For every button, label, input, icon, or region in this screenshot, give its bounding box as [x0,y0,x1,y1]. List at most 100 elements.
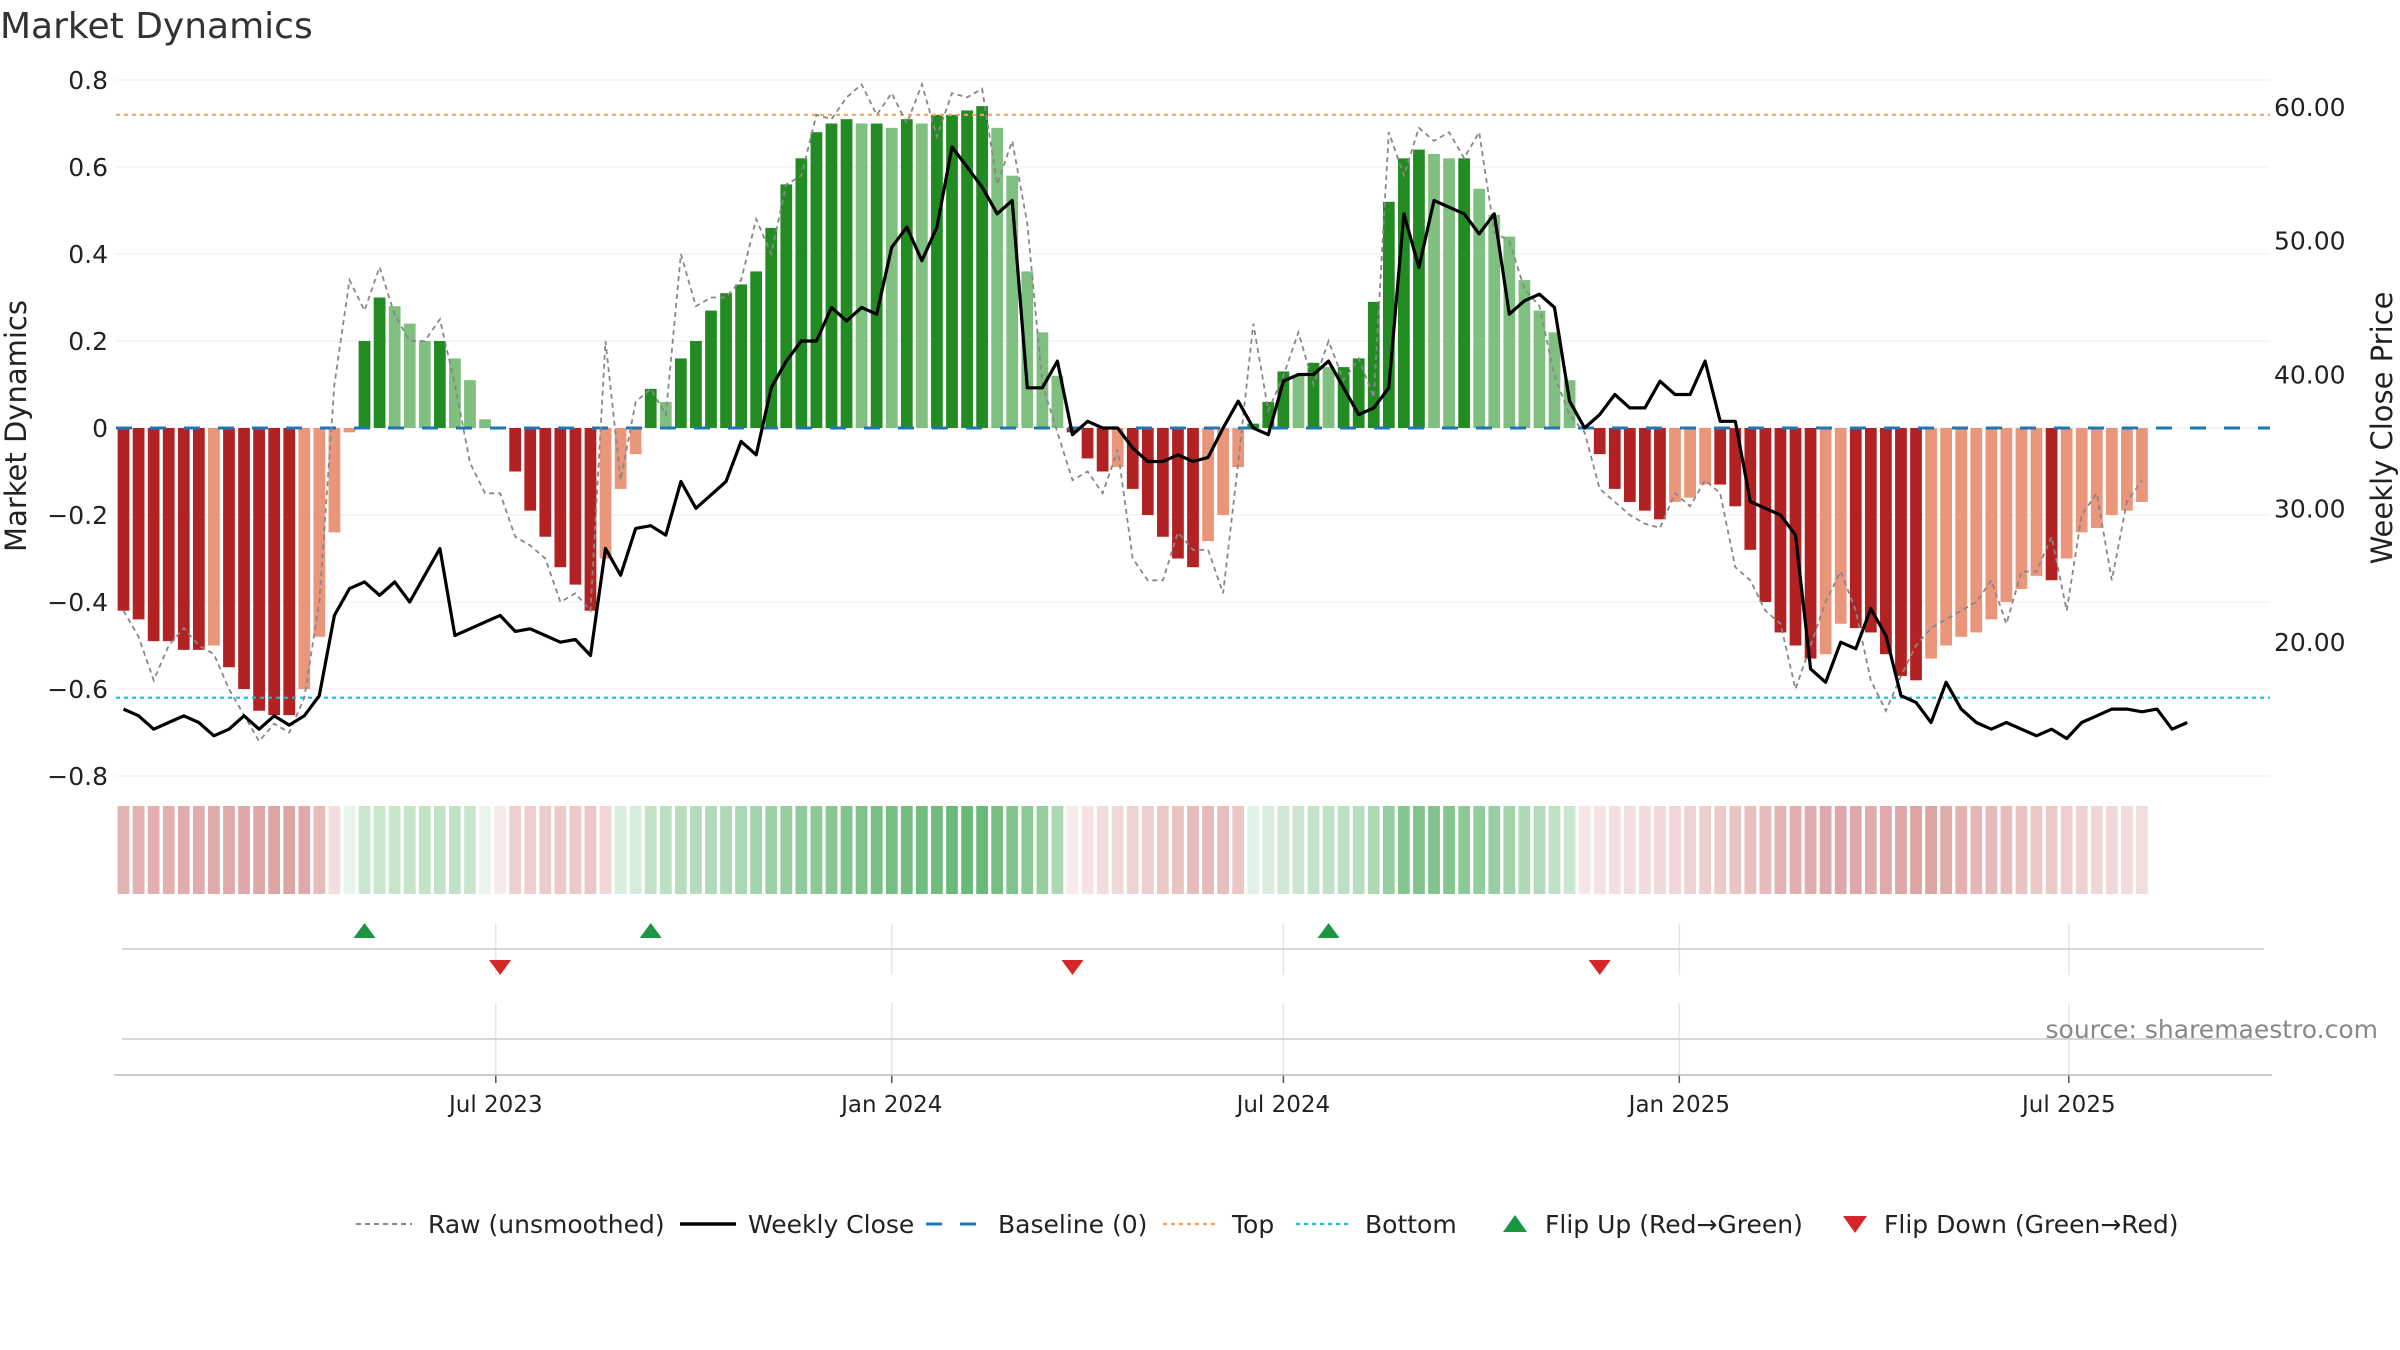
strip-cell [283,806,296,894]
strip-cell [1202,806,1214,894]
strip-cell [644,806,657,894]
dynamics-bar [1774,428,1787,633]
dynamics-bar [1533,310,1546,428]
strip-cell [1337,806,1350,894]
dynamics-bar [192,428,205,650]
strip-cell [1141,806,1154,894]
strip-cell [2045,806,2058,894]
strip-cell [1367,806,1380,894]
flip-down-marker [489,960,512,975]
dynamics-bar [1413,149,1425,428]
strip-cell [1503,806,1516,894]
dynamics-bar [1669,428,1681,502]
chart-title: Market Dynamics [0,6,313,47]
strip-cell [780,806,793,894]
dynamics-bar [614,428,627,489]
heat-strip [117,806,2148,894]
dynamics-bar [840,119,853,429]
dynamics-bar [1654,428,1666,520]
strip-cell [1729,806,1742,894]
strip-cell [765,806,778,894]
strip-cell [1172,806,1184,894]
strip-cell [961,806,973,894]
dynamics-bar [629,428,642,455]
strip-cell [2105,806,2118,894]
dynamics-bar [1804,428,1817,659]
flip-up-marker [639,923,662,938]
dynamics-bar [1608,428,1621,489]
strip-cell [1187,806,1199,894]
legend-label: Top [1231,1210,1274,1239]
strip-cell [539,806,552,894]
dynamics-bar [253,428,265,711]
dynamics-bar [1639,428,1651,511]
dynamics-bar [2075,428,2088,533]
raw-line [122,81,2143,743]
strip-cell [1006,806,1019,894]
strip-cell [659,806,672,894]
dynamics-bar [991,127,1004,428]
strip-cell [569,806,582,894]
dynamics-bar [177,428,190,650]
y-right-tick-label: 60.00 [2274,93,2346,122]
x-tick-label: Jan 2024 [839,1092,942,1118]
strip-cell [208,806,220,894]
strip-cell [1744,806,1757,894]
dynamics-bar [1759,428,1772,602]
dynamics-bar [2030,428,2043,576]
dynamics-bar [1955,428,1968,637]
dynamics-bar [524,428,537,511]
dynamics-bar [855,123,868,428]
dynamics-bar [313,428,326,637]
dynamics-bar [1895,428,1907,676]
dynamics-bar [132,428,145,620]
dynamics-bar [449,358,461,428]
dynamics-bar [1488,214,1501,428]
strip-cell [1262,806,1275,894]
dynamics-bar [674,358,687,428]
dynamics-bar [569,428,582,585]
strip-cell [1021,806,1034,894]
y-right-tick-label: 50.00 [2274,227,2346,256]
strip-cell [1759,806,1772,894]
dynamics-bar [1925,428,1937,659]
strip-cell [177,806,190,894]
strip-cell [1232,806,1245,894]
x-tick-label: Jul 2025 [2020,1092,2116,1118]
x-tick-label: Jan 2025 [1627,1092,1730,1118]
strip-cell [976,806,988,894]
dynamics-bar [976,106,988,428]
legend-item: Flip Up (Red→Green) [1503,1210,1803,1239]
dynamics-bar [810,132,823,428]
flip-up-marker [1317,923,1340,938]
y-axis-label: Market Dynamics [0,300,33,552]
dynamics-bar [1382,201,1395,428]
dynamics-bar [931,114,943,429]
strip-cell [690,806,702,894]
dynamics-bar [117,428,130,611]
dynamics-bar [870,123,883,428]
dynamics-bar [1428,153,1440,428]
dynamics-bar [2060,428,2073,559]
strip-cell [1789,806,1802,894]
dynamics-bar [1217,428,1230,515]
strip-cell [2015,806,2028,894]
weekly-close-line [122,145,2188,741]
strip-cell [449,806,461,894]
dynamics-bar [644,388,657,428]
strip-cell [900,806,913,894]
legend-item: Weekly Close [680,1210,914,1239]
dynamics-bar [946,114,958,429]
strip-cell [1277,806,1290,894]
dynamics-bar [885,127,898,428]
strip-cell [524,806,537,894]
strip-cell [2075,806,2088,894]
dynamics-bar [1111,428,1124,468]
strip-cell [1623,806,1636,894]
dynamics-bar [1156,428,1169,537]
strip-cell [1398,806,1410,894]
dynamics-bar [1202,428,1214,542]
dynamics-bar [2121,428,2133,511]
strip-cell [599,806,612,894]
strip-cell [1217,806,1230,894]
